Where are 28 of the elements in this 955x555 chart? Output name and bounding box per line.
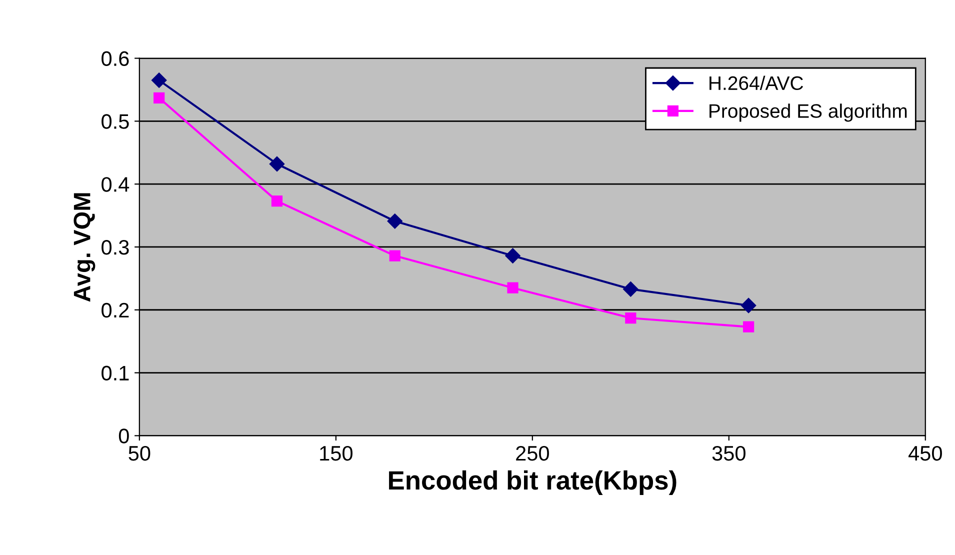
legend-label: Proposed ES algorithm xyxy=(710,104,907,122)
y-tick-label: 0.3 xyxy=(102,240,129,255)
x-tick-label: 50 xyxy=(128,446,150,461)
y-tick-label: 0.6 xyxy=(102,51,129,66)
point xyxy=(271,196,283,207)
point xyxy=(152,72,167,88)
point xyxy=(740,298,756,314)
x-tick-label: 150 xyxy=(320,446,352,461)
point xyxy=(389,250,400,262)
point xyxy=(623,282,638,297)
y-tick-label: 0 xyxy=(118,428,129,444)
y-tick-label: 0.2 xyxy=(102,302,129,318)
point xyxy=(507,282,518,294)
point xyxy=(742,321,754,332)
y-tick-label: 0.1 xyxy=(102,366,129,381)
x-axis-title: Encoded bit rate(Kbps) xyxy=(389,470,676,495)
x-tick-label: 250 xyxy=(516,446,549,461)
point xyxy=(625,312,636,324)
y-tick-label: 0.4 xyxy=(102,177,130,192)
point xyxy=(505,248,520,264)
y-axis-title: Avg. VQM xyxy=(74,193,96,302)
x-tick-label: 350 xyxy=(712,446,746,461)
point xyxy=(387,214,402,229)
x-tick-label: 450 xyxy=(908,446,942,461)
point xyxy=(154,92,165,104)
legend-label: H.264/AVC xyxy=(710,76,804,90)
point xyxy=(269,156,285,172)
y-tick-label: 0.5 xyxy=(102,114,129,129)
